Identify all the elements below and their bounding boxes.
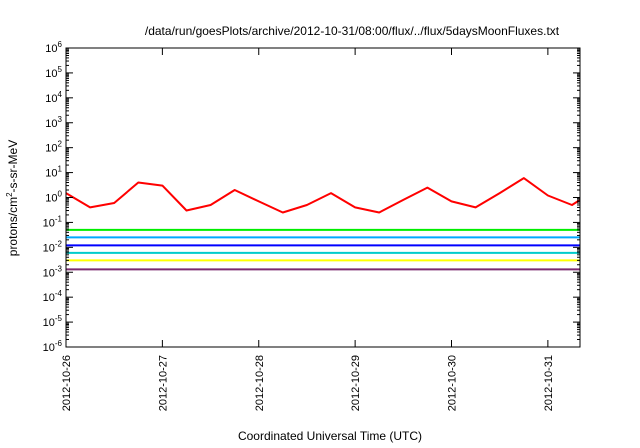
y-tick-label: 105 — [45, 65, 62, 80]
x-tick-label: 2012-10-28 — [254, 355, 266, 411]
y-tick-label: 104 — [45, 90, 62, 105]
x-tick-label: 2012-10-29 — [350, 355, 362, 411]
y-tick-label: 10-4 — [43, 289, 63, 304]
series-line — [65, 177, 581, 214]
x-tick-label: 2012-10-31 — [543, 355, 555, 411]
y-tick-label: 10-3 — [43, 264, 63, 279]
y-tick-label: 10-1 — [43, 214, 63, 229]
y-axis: 10-6 10-5 10-4 10-3 10-2 10-1 100 101 102 103 104 1… — [43, 40, 580, 354]
x-tick-label: 2012-10-26 — [61, 355, 73, 411]
y-tick-label: 106 — [45, 40, 62, 55]
y-axis-label-suffix: -s-sr-MeV — [6, 140, 20, 193]
y-axis-label: protons/cm2-s-sr-MeV — [5, 140, 20, 256]
x-tick-label: 2012-10-27 — [157, 355, 169, 411]
y-tick-label: 102 — [45, 140, 62, 155]
y-tick-label: 101 — [45, 165, 62, 180]
y-tick-label: 10-6 — [43, 339, 63, 354]
chart-title: /data/run/goesPlots/archive/2012-10-31/0… — [145, 24, 560, 38]
y-tick-label: 10-2 — [43, 239, 63, 254]
series-layer — [65, 177, 581, 271]
y-tick-label: 100 — [45, 190, 62, 205]
x-axis: 2012-10-26 2012-10-27 2012-10-28 2012-10-29… — [61, 48, 555, 411]
x-axis-label: Coordinated Universal Time (UTC) — [238, 429, 422, 443]
y-axis-label-prefix: protons/cm — [6, 197, 20, 256]
y-axis-label-sup: 2 — [5, 192, 14, 197]
y-tick-label: 103 — [45, 115, 62, 130]
y-tick-label: 10-5 — [43, 314, 63, 329]
x-tick-label: 2012-10-30 — [447, 355, 459, 411]
